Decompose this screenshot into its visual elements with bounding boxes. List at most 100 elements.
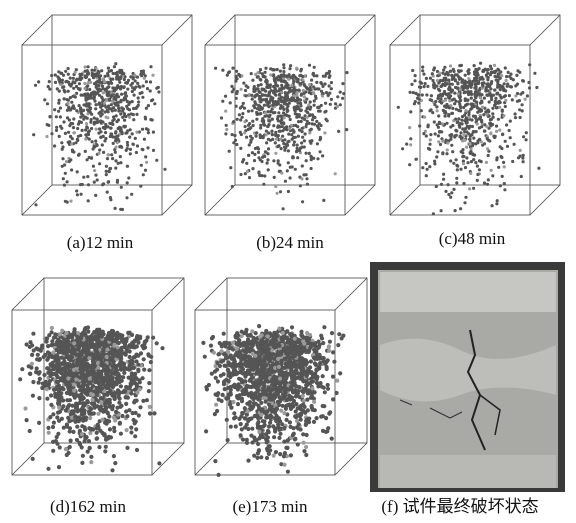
cube-edge [530, 185, 560, 215]
event-point [290, 133, 293, 136]
event-point [445, 152, 448, 155]
event-point [110, 122, 113, 125]
event-point [142, 72, 145, 75]
event-point [430, 94, 433, 97]
event-point [218, 341, 222, 345]
event-point [300, 92, 303, 95]
cube-edge [205, 15, 235, 45]
event-point [128, 116, 131, 119]
event-point [128, 363, 132, 367]
event-point [69, 371, 73, 375]
event-point [129, 101, 132, 104]
event-point [255, 135, 258, 138]
event-point [412, 91, 415, 94]
event-point [535, 86, 538, 89]
event-point [31, 332, 35, 336]
event-point [246, 86, 249, 89]
event-point [148, 411, 152, 415]
event-point [291, 156, 294, 159]
event-point [224, 132, 227, 135]
event-point [77, 340, 81, 344]
event-point [309, 89, 312, 92]
event-point [114, 62, 117, 65]
event-point [501, 133, 504, 136]
event-point [104, 75, 107, 78]
event-point [331, 397, 335, 401]
event-point [473, 86, 476, 89]
event-point [105, 99, 108, 102]
event-point [265, 133, 268, 136]
event-point [444, 115, 447, 118]
event-point [64, 381, 68, 385]
event-point [82, 118, 85, 121]
event-point [213, 459, 217, 463]
event-point [478, 92, 481, 95]
event-point [326, 119, 329, 122]
event-point [437, 114, 440, 117]
event-point [74, 377, 78, 381]
event-point [58, 99, 61, 102]
cube-edge [530, 15, 560, 45]
event-point [257, 147, 260, 150]
event-point [227, 373, 231, 377]
event-point [124, 409, 128, 413]
event-point [294, 136, 297, 139]
event-point [267, 425, 271, 429]
event-point [139, 73, 142, 76]
event-point [305, 173, 308, 176]
event-point [114, 167, 117, 170]
event-point [30, 362, 34, 366]
event-point [68, 445, 72, 449]
event-point [118, 421, 122, 425]
event-point [125, 446, 129, 450]
event-point [112, 454, 116, 458]
event-point [293, 106, 296, 109]
event-point [436, 109, 439, 112]
event-point [267, 138, 270, 141]
event-point [425, 174, 428, 177]
event-point [91, 140, 94, 143]
event-point [280, 99, 283, 102]
event-point [99, 400, 103, 404]
event-point [272, 435, 276, 439]
event-point [222, 372, 226, 376]
event-point [120, 93, 123, 96]
event-point [453, 102, 456, 105]
event-point [124, 125, 127, 128]
event-point [301, 78, 304, 81]
event-point [108, 99, 111, 102]
event-point [73, 415, 77, 419]
event-point [106, 191, 109, 194]
event-point [432, 86, 435, 89]
event-point [418, 85, 421, 88]
event-point [310, 404, 314, 408]
event-point [310, 79, 313, 82]
event-point [487, 109, 490, 112]
event-point [276, 192, 279, 195]
event-point [79, 367, 83, 371]
event-point [103, 449, 107, 453]
event-point [476, 122, 479, 125]
event-point [55, 129, 58, 132]
event-point [122, 389, 126, 393]
event-point [515, 74, 518, 77]
event-point [240, 399, 244, 403]
event-point [267, 131, 270, 134]
event-point [128, 349, 132, 353]
event-point [501, 175, 504, 178]
event-point [107, 91, 110, 94]
event-point [503, 182, 506, 185]
event-point [55, 415, 59, 419]
event-point [287, 161, 290, 164]
event-point [63, 97, 66, 100]
event-point [500, 147, 503, 150]
event-point [134, 427, 138, 431]
event-point [297, 89, 300, 92]
event-point [25, 342, 29, 346]
event-point [111, 385, 115, 389]
event-point [128, 355, 132, 359]
event-point [306, 120, 309, 123]
event-point [327, 94, 330, 97]
event-point [264, 94, 267, 97]
event-point [277, 145, 280, 148]
